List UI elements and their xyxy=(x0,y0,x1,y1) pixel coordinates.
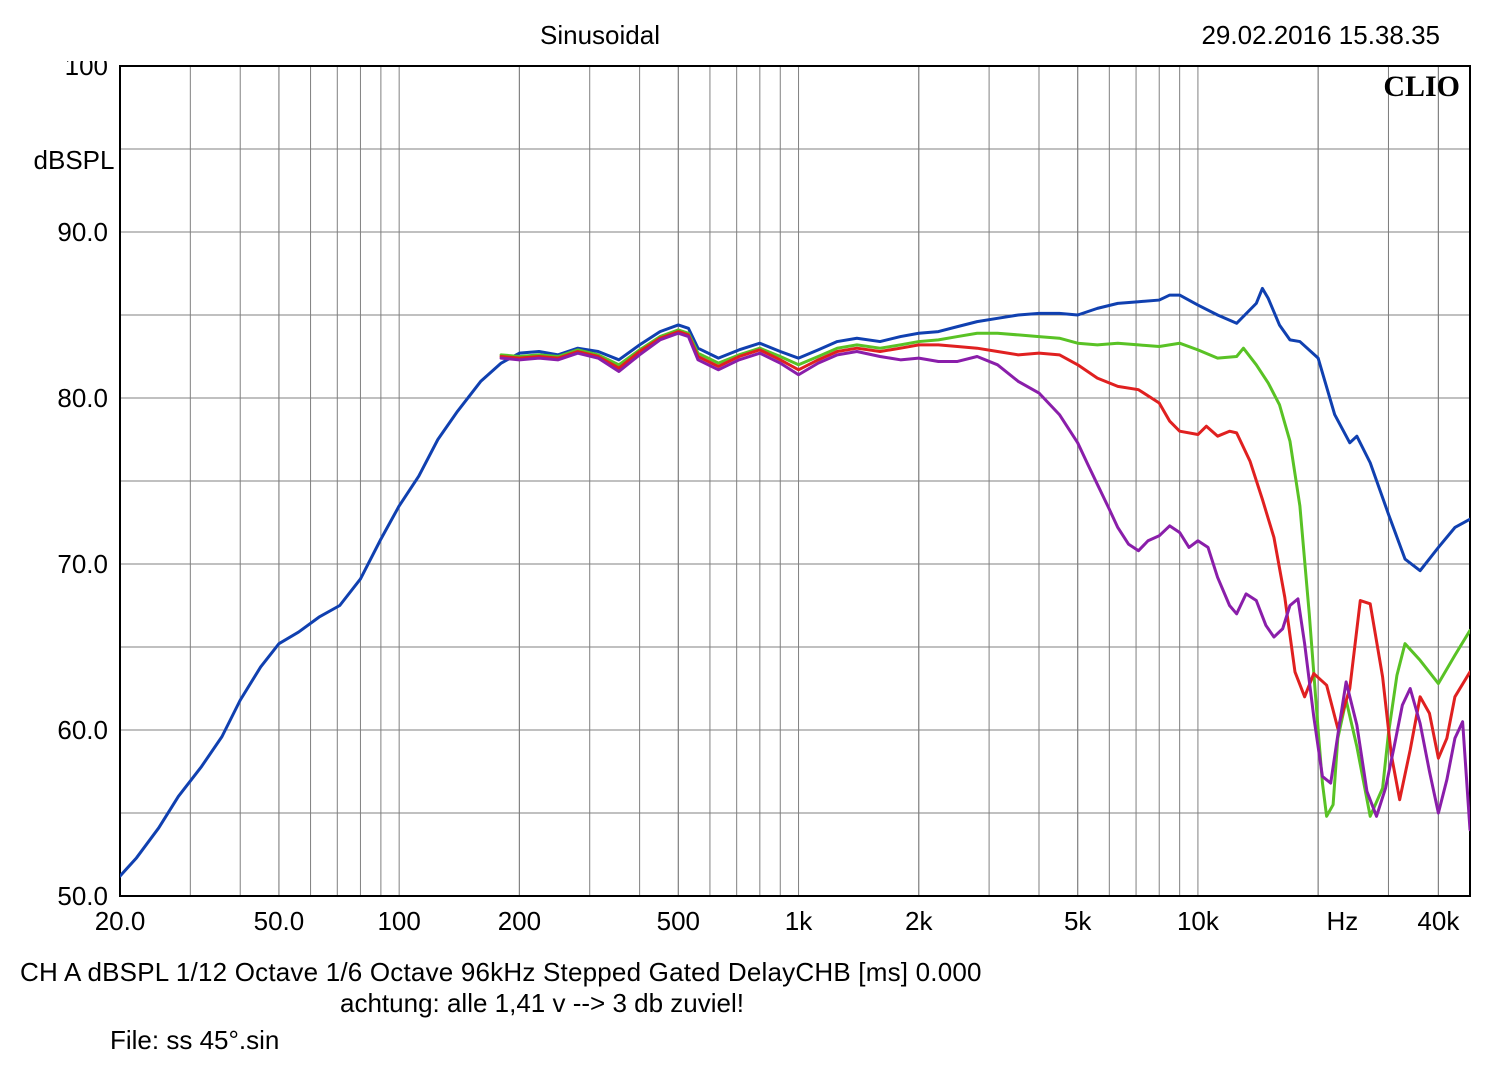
svg-text:40k: 40k xyxy=(1417,906,1460,936)
svg-text:10k: 10k xyxy=(1177,906,1220,936)
watermark: CLIO xyxy=(1383,70,1460,103)
svg-text:1k: 1k xyxy=(785,906,813,936)
svg-text:90.0: 90.0 xyxy=(57,217,108,247)
chart-container: Sinusoidal 29.02.2016 15.38.35 50.0 60.0 7… xyxy=(20,20,1480,1056)
svg-text:50.0: 50.0 xyxy=(254,906,305,936)
svg-text:5k: 5k xyxy=(1064,906,1092,936)
chart-footer-file: File: ss 45°.sin xyxy=(20,1025,1480,1056)
chart-header: Sinusoidal 29.02.2016 15.38.35 xyxy=(20,20,1480,61)
svg-text:2k: 2k xyxy=(905,906,933,936)
svg-text:100: 100 xyxy=(377,906,420,936)
frequency-response-chart: 50.060.070.080.090.0100dBSPL20.050.01002… xyxy=(20,61,1480,951)
svg-text:dBSPL: dBSPL xyxy=(34,145,115,175)
svg-text:20.0: 20.0 xyxy=(95,906,146,936)
svg-text:70.0: 70.0 xyxy=(57,549,108,579)
svg-text:60.0: 60.0 xyxy=(57,715,108,745)
chart-title: Sinusoidal xyxy=(540,20,660,51)
chart-footer-note: achtung: alle 1,41 v --> 3 db zuviel! xyxy=(20,988,1480,1019)
chart-timestamp: 29.02.2016 15.38.35 xyxy=(1201,20,1440,51)
chart-footer-settings: CH A dBSPL 1/12 Octave 1/6 Octave 96kHz … xyxy=(20,957,1480,988)
svg-text:Hz: Hz xyxy=(1327,906,1359,936)
svg-text:100: 100 xyxy=(65,61,108,81)
svg-text:80.0: 80.0 xyxy=(57,383,108,413)
svg-text:500: 500 xyxy=(657,906,700,936)
svg-text:200: 200 xyxy=(498,906,541,936)
